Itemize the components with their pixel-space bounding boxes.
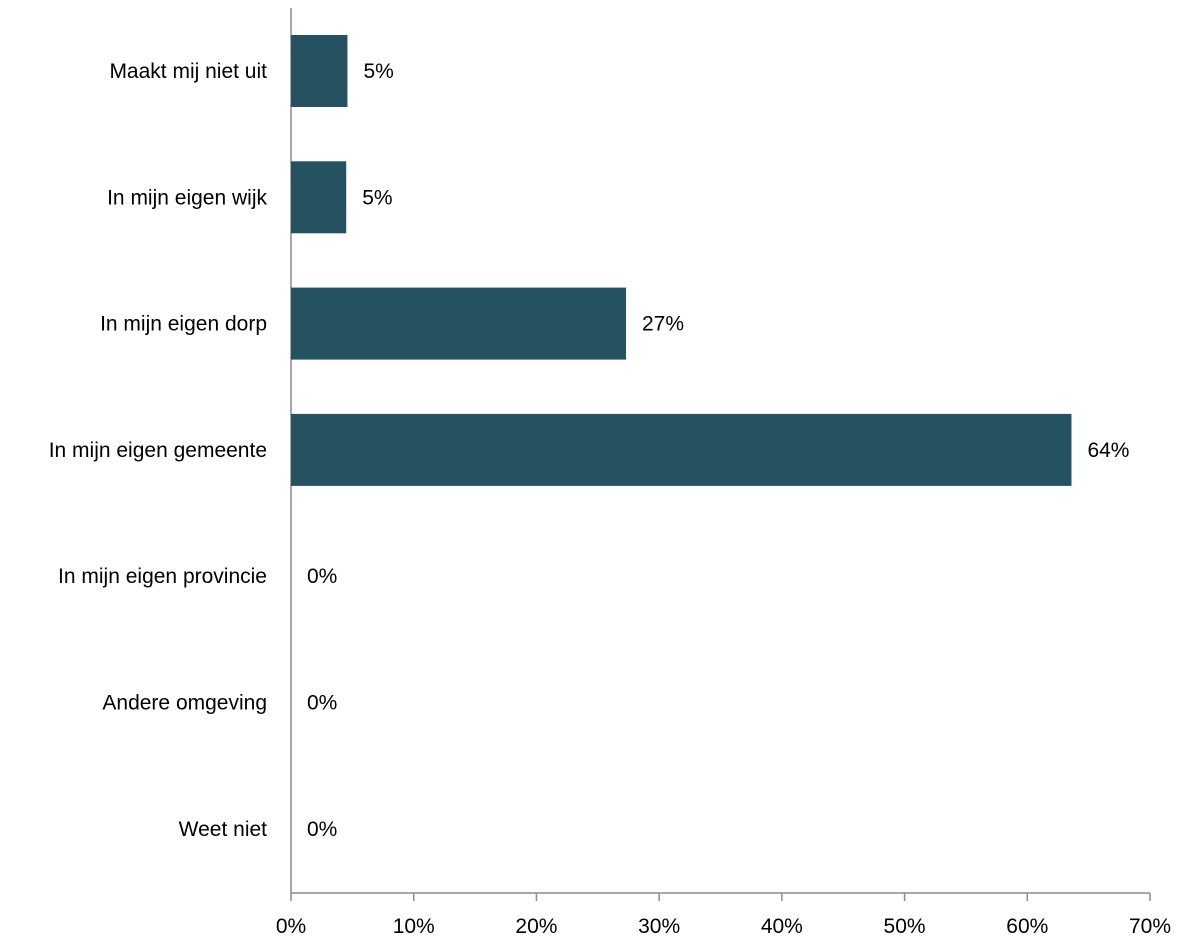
- bar: [291, 35, 348, 107]
- category-label: In mijn eigen wijk: [107, 186, 267, 209]
- category-label: Andere omgeving: [102, 692, 267, 715]
- x-tick-label: 40%: [761, 915, 803, 938]
- category-label: Weet niet: [179, 818, 267, 841]
- data-label: 0%: [307, 818, 337, 841]
- data-label: 27%: [642, 313, 684, 336]
- category-label: In mijn eigen gemeente: [49, 439, 267, 462]
- data-label: 64%: [1087, 439, 1129, 462]
- x-tick-label: 10%: [393, 915, 435, 938]
- x-tick-label: 0%: [276, 915, 306, 938]
- bar: [291, 413, 1072, 486]
- data-label: 5%: [362, 186, 392, 209]
- x-tick-label: 30%: [638, 915, 680, 938]
- x-tick-label: 70%: [1129, 915, 1171, 938]
- bar: [291, 161, 347, 234]
- data-label: 5%: [363, 60, 393, 83]
- x-tick-label: 50%: [884, 915, 926, 938]
- bar: [291, 287, 627, 360]
- data-label: 0%: [307, 692, 337, 715]
- category-label: Maakt mij niet uit: [109, 60, 267, 83]
- data-label: 0%: [307, 565, 337, 588]
- category-label: In mijn eigen dorp: [100, 313, 267, 336]
- category-label: In mijn eigen provincie: [58, 565, 267, 588]
- x-tick-label: 60%: [1006, 915, 1048, 938]
- x-tick-label: 20%: [515, 915, 557, 938]
